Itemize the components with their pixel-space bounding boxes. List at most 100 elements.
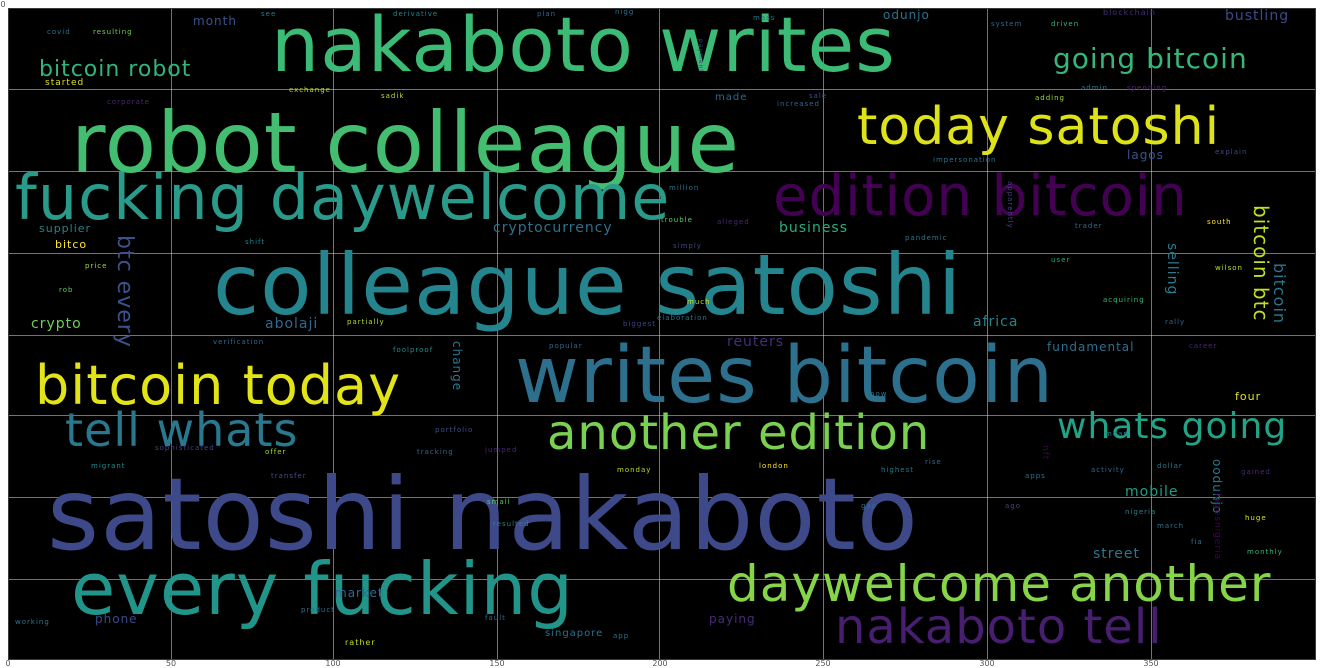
cloud-word: satoshi nakaboto xyxy=(47,456,919,573)
x-tick-label: 300 xyxy=(979,659,995,668)
cloud-word: app xyxy=(613,632,630,640)
cloud-word: acquiring xyxy=(1103,296,1145,304)
cloud-word: mobile xyxy=(1125,484,1179,500)
x-tick-label: 250 xyxy=(815,659,831,668)
gridline-vertical xyxy=(497,9,498,659)
gridline-vertical xyxy=(987,9,988,659)
cloud-word: working xyxy=(15,618,50,626)
cloud-word: bitcoin robot xyxy=(39,57,192,82)
cloud-word: monday xyxy=(617,466,652,474)
cloud-word: fia xyxy=(1191,538,1203,546)
cloud-word: highest xyxy=(881,466,914,474)
cloud-word: jumped xyxy=(485,446,518,454)
cloud-word: migrant xyxy=(91,462,126,470)
cloud-word: abolaji xyxy=(265,316,319,332)
cloud-word: biggest xyxy=(623,320,656,328)
cloud-word: mass xyxy=(753,14,776,22)
cloud-word: south xyxy=(1207,218,1232,226)
cloud-word: spending xyxy=(1127,84,1168,92)
cloud-word: elaboration xyxy=(657,314,708,322)
cloud-word: gained xyxy=(1241,468,1271,476)
cloud-word: every fucking xyxy=(71,547,574,631)
cloud-word: partially xyxy=(347,318,385,326)
cloud-word: ago xyxy=(1005,502,1022,510)
cloud-word: fault xyxy=(485,614,506,622)
cloud-word: portfolio xyxy=(435,426,474,434)
cloud-word: lagosnigeria xyxy=(1212,493,1222,561)
cloud-word: sale xyxy=(809,92,828,100)
cloud-word: dollar xyxy=(1157,462,1183,470)
cloud-word: much xyxy=(687,298,711,306)
cloud-word: payment xyxy=(697,39,704,73)
cloud-word: adding xyxy=(1035,94,1066,102)
cloud-word: system xyxy=(991,20,1023,28)
cloud-word: nigg xyxy=(615,8,635,16)
cloud-word: nakaboto writes xyxy=(271,8,896,89)
cloud-word: wilson xyxy=(1215,264,1243,272)
cloud-word: nakaboto tell xyxy=(835,599,1163,655)
cloud-word: exchange xyxy=(289,86,331,94)
cloud-word: rally xyxy=(1165,318,1186,326)
cloud-word: resulting xyxy=(93,28,133,36)
cloud-word: bitco xyxy=(55,238,88,251)
cloud-word: rather xyxy=(345,638,376,647)
cloud-word: shift xyxy=(245,238,266,246)
cloud-word: mean xyxy=(1105,430,1129,438)
x-tick-label: 0 xyxy=(5,659,11,668)
cloud-word: know xyxy=(865,390,888,398)
x-tick-label: 200 xyxy=(652,659,668,668)
cloud-word: alleged xyxy=(717,218,750,226)
cloud-word: transfer xyxy=(271,472,307,480)
word-cloud-canvas: nakaboto writes robot colleague today sato… xyxy=(8,8,1316,660)
cloud-word: supplier xyxy=(39,222,92,235)
cloud-word: monthly xyxy=(1247,548,1283,556)
cloud-word: robot colleague xyxy=(71,94,741,192)
cloud-word: lagos xyxy=(1127,148,1164,162)
cloud-word: paying xyxy=(709,612,756,626)
cloud-word: simply xyxy=(673,242,702,250)
cloud-word: popular xyxy=(549,342,583,350)
cloud-word: resulted xyxy=(493,520,530,528)
cloud-word: crypto xyxy=(31,316,82,332)
cloud-word: million xyxy=(669,184,700,192)
cloud-word: product xyxy=(301,606,335,614)
gridline-vertical xyxy=(333,9,334,659)
gridline-horizontal xyxy=(9,89,1315,90)
cloud-word: four xyxy=(1235,390,1262,403)
cloud-word: phone xyxy=(95,612,138,626)
cloud-word: huge xyxy=(1245,514,1267,522)
gridline-horizontal xyxy=(9,497,1315,498)
cloud-word: nft xyxy=(1040,445,1050,461)
cloud-word: africa xyxy=(973,314,1019,330)
cloud-word: odunjo xyxy=(883,8,930,22)
y-tick-label: 0 xyxy=(0,0,6,9)
cloud-word: bitcoin xyxy=(1270,263,1289,325)
cloud-word: today satoshi xyxy=(857,97,1221,157)
x-tick-label: 50 xyxy=(165,659,177,668)
cloud-word: activity xyxy=(1091,466,1125,474)
cloud-word: price xyxy=(85,262,108,270)
cloud-word: corporate xyxy=(107,98,150,106)
cloud-word: whats going xyxy=(1057,406,1288,447)
cloud-word: explain xyxy=(1215,148,1248,156)
cloud-word: user xyxy=(1051,256,1071,264)
cloud-word: started xyxy=(45,78,85,88)
cloud-word: derivative xyxy=(393,10,439,18)
cloud-word: cryptocurrency xyxy=(493,220,613,236)
cloud-word: tracking xyxy=(417,448,454,456)
gridline-vertical xyxy=(171,9,172,659)
cloud-word: rise xyxy=(925,458,942,466)
cloud-word: sophisticated xyxy=(155,444,215,452)
cloud-word: trouble xyxy=(661,216,693,224)
cloud-word: foolproof xyxy=(393,346,434,354)
cloud-word: btc every xyxy=(112,235,137,348)
cloud-word: bitcoin today xyxy=(35,354,402,417)
gridline-horizontal xyxy=(9,415,1315,416)
cloud-word: daywelcome another xyxy=(727,555,1272,613)
cloud-word: fucking daywelcome xyxy=(15,161,671,234)
cloud-word: going bitcoin xyxy=(1053,42,1248,75)
gridline-horizontal xyxy=(9,579,1315,580)
cloud-word: career xyxy=(1189,342,1218,350)
cloud-word: another edition xyxy=(547,405,931,461)
cloud-word: fundamental xyxy=(1047,340,1135,354)
